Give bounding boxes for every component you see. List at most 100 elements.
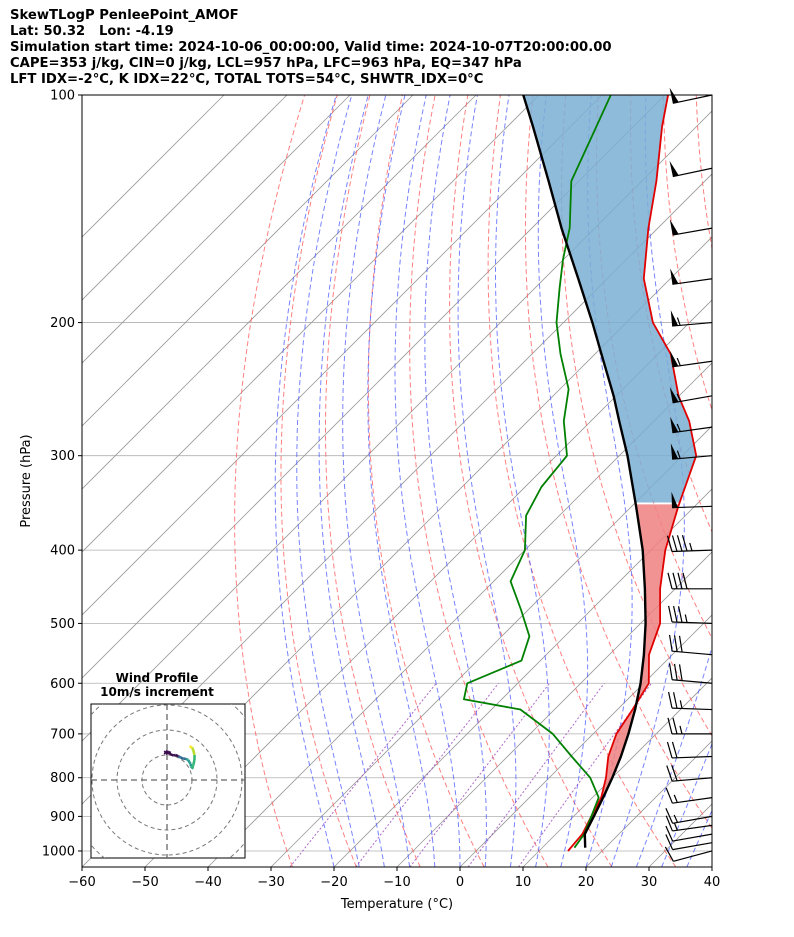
x-tick-label: −30 — [257, 875, 284, 890]
wind-barb — [669, 160, 713, 178]
wind-barb — [667, 691, 713, 711]
isotherm-line — [82, 95, 351, 364]
hodograph-segment — [188, 761, 192, 765]
isotherm-line — [396, 551, 712, 867]
dry-adiabat-line — [695, 95, 712, 251]
x-tick-label: −50 — [131, 875, 158, 890]
wind-barb — [669, 219, 713, 236]
wind-barb — [667, 605, 713, 625]
wind-barb — [667, 572, 712, 590]
isotherm-line — [333, 488, 712, 867]
isotherm-line — [82, 95, 603, 616]
header-line-times: Simulation start time: 2024-10-06_00:00:… — [10, 40, 612, 55]
wind-barb — [666, 741, 713, 759]
hodograph-plot — [91, 704, 245, 858]
mixing-ratio-line — [355, 682, 499, 867]
header-line-location: Lat: 50.32 Lon: -4.19 — [10, 24, 174, 39]
isotherm-line — [144, 299, 712, 867]
header-line-title: SkewTLogP PenleePoint_AMOF — [10, 8, 239, 23]
moist-adiabat-line — [585, 95, 633, 867]
isotherm-line — [82, 95, 666, 679]
hodograph-segment — [187, 759, 191, 764]
wind-barb — [666, 535, 713, 553]
moist-adiabat-line — [495, 95, 550, 867]
dry-adiabat-line — [449, 95, 613, 867]
dry-adiabat-line — [524, 95, 712, 829]
hodograph-segment — [165, 750, 169, 754]
isotherm-line — [82, 95, 414, 427]
mixing-ratio-line — [467, 682, 605, 867]
y-tick-label: 800 — [50, 771, 75, 786]
x-axis-label: Temperature (°C) — [340, 897, 453, 912]
x-tick-label: 20 — [578, 875, 595, 890]
dry-adiabat-line — [367, 95, 485, 867]
x-tick-label: 40 — [704, 875, 721, 890]
x-tick-label: 30 — [641, 875, 658, 890]
hodograph-segment — [172, 753, 177, 757]
hodograph-segment — [191, 749, 196, 756]
wind-barb — [669, 387, 713, 404]
hodograph-segment — [180, 756, 184, 760]
dry-adiabat-line — [409, 95, 549, 867]
isotherm-line — [522, 677, 712, 867]
wind-barb — [670, 268, 713, 285]
y-tick-label: 1000 — [42, 844, 75, 859]
dry-adiabat-line — [325, 95, 421, 867]
hodograph-segment — [185, 757, 189, 762]
temperature-profile-line — [567, 95, 698, 852]
y-axis-label: Pressure (hPa) — [19, 434, 34, 527]
moist-adiabat-line — [610, 95, 685, 867]
hodograph-segment — [191, 759, 196, 766]
y-tick-label: 400 — [50, 544, 75, 559]
dry-adiabat-line — [487, 95, 677, 867]
parcel-profile-line — [522, 95, 647, 848]
moist-adiabat-line — [342, 95, 411, 867]
wind-barb — [668, 634, 713, 656]
mixing-ratio-line — [517, 683, 652, 867]
wind-barb — [665, 834, 713, 851]
isotherm-line — [270, 425, 712, 867]
wind-barb — [666, 764, 713, 782]
isotherm-line — [459, 614, 712, 867]
moist-adiabat-line — [537, 95, 589, 867]
wind-barb — [665, 808, 713, 824]
hodograph-segment — [167, 750, 172, 755]
moist-adiabat-line — [367, 95, 436, 867]
dry-adiabat-line — [234, 95, 306, 867]
wind-barb — [670, 443, 713, 460]
dry-adiabat-line — [280, 95, 357, 867]
dry-adiabat-line — [761, 95, 794, 867]
wind-barb — [664, 846, 713, 862]
moist-adiabat-line — [424, 95, 487, 867]
moist-adiabat-line — [635, 645, 712, 867]
moist-adiabat-line — [296, 95, 360, 867]
x-tick-label: −20 — [320, 875, 347, 890]
wind-barb — [670, 350, 713, 368]
wind-barb — [667, 717, 712, 735]
y-tick-label: 600 — [50, 677, 75, 692]
y-tick-label: 200 — [50, 316, 75, 331]
x-tick-label: −10 — [383, 875, 410, 890]
mixing-ratio-line — [289, 682, 437, 867]
x-tick-label: 0 — [456, 875, 464, 890]
x-tick-label: 10 — [515, 875, 532, 890]
hodograph-title: Wind Profile — [116, 671, 199, 685]
hodograph-segment — [175, 753, 179, 758]
isotherm-line — [82, 95, 540, 553]
chart-header: SkewTLogP PenleePoint_AMOF Lat: 50.32 Lo… — [10, 8, 612, 88]
dry-adiabat-line — [729, 95, 794, 867]
hodograph-segment — [190, 746, 195, 751]
isotherm-line — [82, 95, 477, 490]
dewpoint-profile-line — [463, 95, 612, 849]
mixing-ratio-line — [409, 682, 550, 867]
cin-shading — [523, 95, 697, 503]
y-tick-label: 100 — [50, 89, 75, 104]
y-tick-label: 700 — [50, 727, 75, 742]
isotherm-line — [82, 95, 288, 301]
isotherm-line — [82, 95, 225, 238]
dry-adiabat-line — [663, 95, 712, 412]
wind-barb — [670, 310, 713, 327]
hodograph-segment — [177, 755, 182, 759]
hodograph-subtitle: 10m/s increment — [100, 685, 214, 699]
moist-adiabat-line — [318, 95, 385, 867]
